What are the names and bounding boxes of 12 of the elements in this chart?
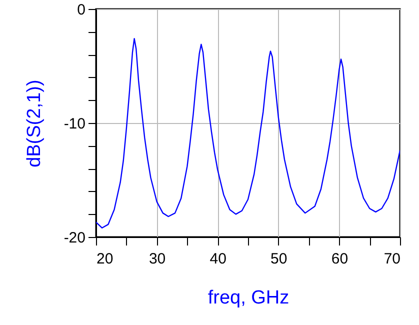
x-tick-label: 20 [96,250,114,268]
y-tick-label: -10 [64,116,86,132]
x-tick-label: 40 [210,250,226,268]
y-axis-title: dB(S(2,1)) [24,80,45,168]
y-tick-label: 0 [77,2,86,18]
y-tick-label: -20 [64,230,86,246]
x-tick-label: 50 [270,250,288,268]
line-series [96,38,400,228]
x-tick-label: 30 [148,250,166,268]
x-tick-label: 70 [384,250,400,268]
x-axis-title: freq, GHz [208,288,290,308]
x-tick-label: 60 [331,250,348,268]
